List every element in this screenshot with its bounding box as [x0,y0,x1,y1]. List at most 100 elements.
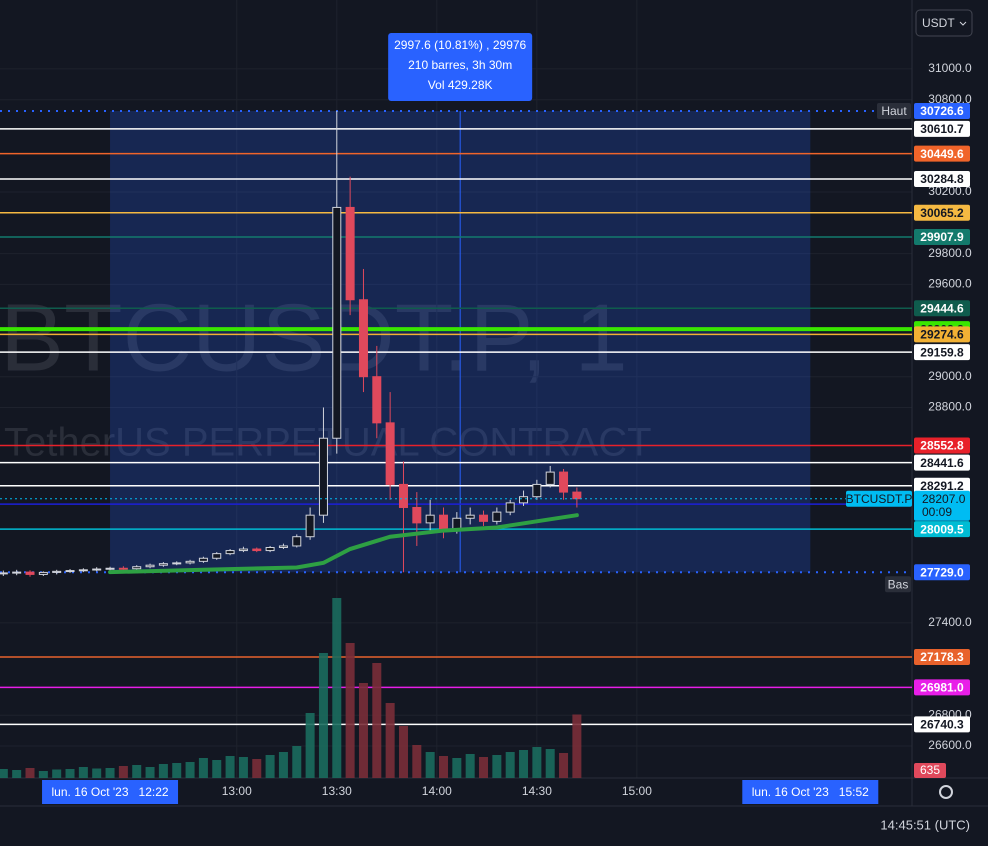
candle-body [225,550,235,555]
volume-bar [78,767,88,778]
y-tick-label: 29600.0 [928,277,972,291]
volume-bar [452,758,462,778]
volume-bar [65,769,75,778]
range-time-bg [42,780,179,804]
clock: 14:45:51 (UTC) [880,817,970,832]
volume-bar [358,683,368,778]
candle-body [0,572,8,575]
x-tick-label: 14:30 [522,784,552,798]
last-tag: 28207.0 [922,492,966,506]
candle-body [505,502,515,513]
volume-bar [465,754,475,778]
level-tag: 30449.6 [920,147,964,161]
candle-body [278,545,288,548]
volume-bar [105,768,115,778]
candle-body [132,566,142,570]
level-tag-bg [914,716,970,733]
y-tick-label: 27400.0 [928,615,972,629]
level-tag-bg [914,228,970,245]
candle-body [185,560,195,564]
volume-bar [225,756,235,778]
candle-body [92,568,102,571]
level-tag-bg [914,344,970,361]
settings-button[interactable] [939,785,953,799]
last-tag-bg [914,490,970,521]
y-tick-label: 30200.0 [928,184,972,198]
candle-body [358,299,368,378]
candle-body [398,483,408,508]
measure-tooltip-line: 2997.6 (10.81%) , 29976 [394,38,526,52]
candle-body [545,471,555,485]
range-time-label: lun. 16 Oct '23 15:52 [752,785,869,799]
volume-bar [385,703,395,778]
level-tag: 28552.8 [920,439,964,453]
measure-tooltip-line: 210 barres, 3h 30m [408,58,512,72]
currency-label: USDT [922,16,955,30]
volume-bar [492,755,502,778]
candle-body [332,206,342,439]
x-tick-label: 14:00 [422,784,452,798]
candle-body [198,557,208,562]
candle-body [118,567,128,570]
y-tick-label: 26600.0 [928,738,972,752]
volume-bar [545,749,555,778]
volume-bar [212,760,222,778]
volume-bar [519,750,529,778]
y-tick-label: 31000.0 [928,61,972,75]
level-tag-bg [914,326,970,343]
level-tag-bg [914,437,970,454]
candle-body [158,563,168,566]
candle-body [519,496,529,504]
level-tag-bg [914,521,970,538]
currency-dropdown[interactable] [915,9,973,37]
y-tick-label: 29000.0 [928,369,972,383]
volume-bar [572,714,582,778]
x-tick-label: 13:00 [222,784,252,798]
candle-body [252,548,262,552]
volume-bar [158,764,168,778]
level-tag: 30065.2 [920,206,964,220]
volume-bar [132,765,142,778]
candle-body [372,376,382,424]
level-tag-bg [914,170,970,187]
level-tag-bg [914,120,970,137]
level-tag: 30610.7 [920,122,964,136]
dropdown-caret [959,21,967,26]
range-time-label: lun. 16 Oct '23 12:22 [52,785,169,799]
measure-tooltip [388,33,533,101]
moving-average [108,513,579,575]
level-tag: 28441.6 [920,456,964,470]
volume-bar [38,771,48,778]
level-tag: 30284.8 [920,172,964,186]
watermark-title: BTCUSDT.P, 1 [0,284,628,391]
level-tag: 29159.8 [920,345,964,359]
symbol-tag: BTCUSDT.P [846,492,913,506]
level-tag-bg [914,300,970,317]
volume-bar [265,755,275,778]
range-low-tag: 27729.0 [920,565,964,579]
volume-bar [372,663,382,778]
candle-body [292,536,302,547]
volume-bar [25,768,35,778]
volume-bar [292,746,302,778]
range-high-name: Haut [881,104,907,118]
volume-bar [532,747,542,778]
symbol-tag-bg [846,490,912,507]
range-low-tag-bg [914,564,970,581]
candle-body [65,570,75,573]
candle-body [305,514,315,538]
candle-body [479,514,489,522]
range-low-name-bg [885,576,911,593]
candle-body [532,483,542,498]
volume-bar [505,752,515,778]
candle-body [465,514,475,519]
candle-body [78,569,88,572]
candle-body [385,422,395,485]
candle-body [38,571,48,575]
candle-body [212,553,222,559]
level-tag-bg [914,204,970,221]
volume-bar [145,767,155,778]
volume-bar [52,769,62,778]
